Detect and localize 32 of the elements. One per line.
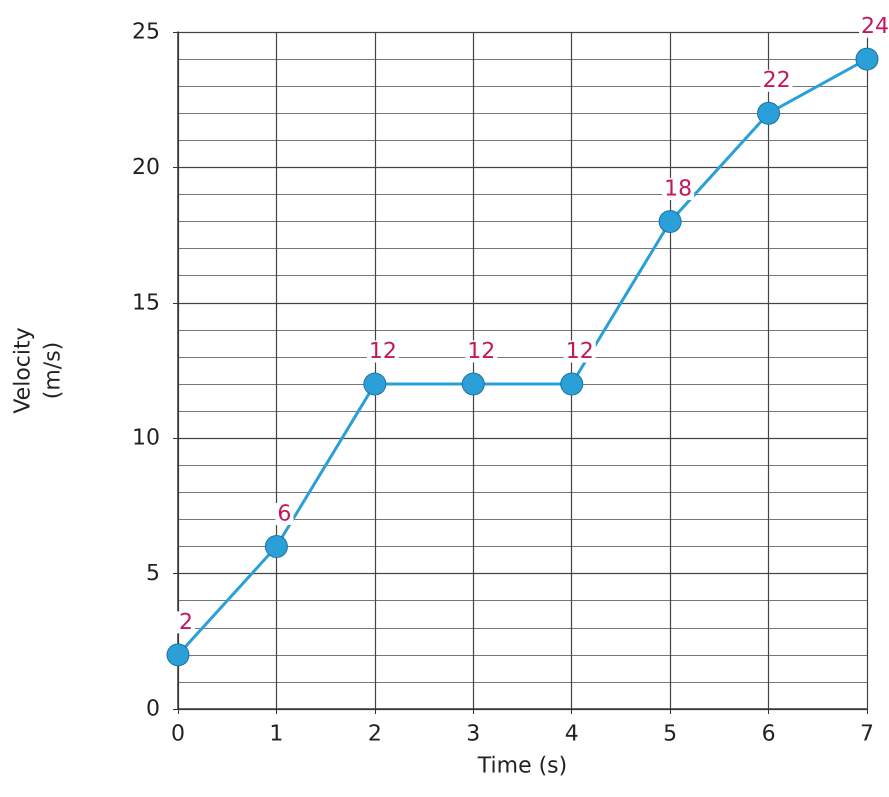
data-label: 24 xyxy=(861,14,889,40)
point xyxy=(166,643,190,666)
point xyxy=(757,102,780,125)
x-tick-label: 0 xyxy=(171,722,185,746)
data-label: 22 xyxy=(762,68,791,94)
y-tick-label: 5 xyxy=(146,561,160,586)
data-label: 12 xyxy=(566,339,594,364)
point xyxy=(264,535,288,558)
x-tick-label: 4 xyxy=(564,722,579,746)
point xyxy=(560,372,584,396)
x-axis-title: Time (s) xyxy=(476,754,568,778)
point xyxy=(462,372,485,396)
y-tick-label: 10 xyxy=(132,426,160,451)
data-label: 6 xyxy=(277,502,292,527)
data-label: 18 xyxy=(664,176,692,202)
point xyxy=(658,210,682,234)
x-tick-label: 5 xyxy=(663,722,678,746)
x-tick-label: 7 xyxy=(860,722,874,746)
data-label: 12 xyxy=(368,339,397,364)
point xyxy=(856,48,878,71)
x-tick-label: 1 xyxy=(269,722,284,746)
data-label: 2 xyxy=(179,610,193,635)
x-tick-label: 2 xyxy=(368,722,382,746)
x-tick-label: 3 xyxy=(466,722,480,746)
y-tick-label: 25 xyxy=(132,20,160,44)
data-label: 12 xyxy=(467,339,496,364)
x-tick-label: 6 xyxy=(762,722,776,746)
y-tick-label: 15 xyxy=(132,290,160,316)
point xyxy=(363,372,386,396)
y-tick-label: 20 xyxy=(132,154,160,180)
y-axis-title: Velocity (m/s) xyxy=(10,327,66,414)
y-tick-label: 0 xyxy=(146,696,160,722)
